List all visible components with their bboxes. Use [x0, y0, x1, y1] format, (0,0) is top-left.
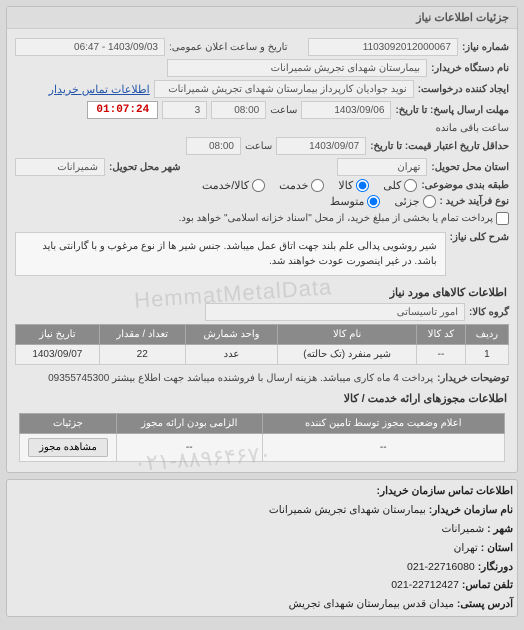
delivery-city-label: شهر محل تحویل: [109, 162, 181, 173]
buyer-org-label: نام دستگاه خریدار: [431, 63, 509, 74]
contact-city-label: شهر : [487, 523, 513, 535]
process-note-check[interactable]: پرداخت تمام یا بخشی از مبلغ خرید، از محل… [179, 212, 509, 225]
req-no-label: شماره نیاز: [462, 42, 509, 53]
items-table: ردیف کد کالا نام کالا واحد شمارش تعداد /… [15, 324, 509, 365]
th-0: ردیف [465, 325, 508, 345]
deadline-from-date: 1403/09/06 [301, 101, 391, 119]
contact-link[interactable]: اطلاعات تماس خریدار [49, 83, 150, 96]
pack-radio-group: کلی کالا خدمت کالا/خدمت [202, 179, 417, 192]
contact-tel: 22712427-021 [391, 579, 459, 591]
contact-city: شمیرانات [441, 523, 484, 535]
contact-title: اطلاعات تماس سازمان خریدار: [11, 482, 513, 501]
deadline-from-time: 08:00 [211, 101, 266, 119]
pack-opt-goods-service[interactable]: کالا/خدمت [202, 179, 265, 192]
need-details-header: جزئیات اطلاعات نیاز [7, 7, 517, 29]
lic-th-2: جزئیات [20, 414, 117, 434]
remaining-label: ساعت باقی مانده [436, 123, 509, 134]
th-3: واحد شمارش [185, 325, 277, 345]
deadline-to-label: حداقل تاریخ اعتبار قیمت: تا تاریخ: [370, 141, 509, 152]
buyer-notes-label: توضیحات خریدار: [437, 371, 509, 386]
table-row: 1 -- شیر منفرد (تک حالته) عدد 22 1403/09… [16, 345, 509, 365]
time-label-2: ساعت [245, 141, 272, 152]
lic-th-1: الزامی بودن ارائه مجوز [117, 414, 263, 434]
items-section-title: اطلاعات کالاهای مورد نیاز [17, 286, 507, 299]
announce-label: تاریخ و ساعت اعلان عمومی: [169, 42, 288, 53]
contact-province: تهران [454, 542, 478, 554]
need-details-panel: جزئیات اطلاعات نیاز شماره نیاز: 11030920… [6, 6, 518, 473]
item-group-label: گروه کالا: [469, 307, 509, 318]
pack-label: طبقه بندی موضوعی: [421, 180, 509, 191]
delivery-state-label: استان محل تحویل: [431, 162, 509, 173]
item-group-value: امور تاسیساتی [205, 303, 465, 321]
process-label: نوع فرآیند خرید : [440, 196, 509, 207]
req-no-value: 1103092012000067 [308, 38, 458, 56]
pack-opt-service[interactable]: خدمت [279, 179, 324, 192]
delivery-city: شمیرانات [15, 158, 105, 176]
page-container: جزئیات اطلاعات نیاز شماره نیاز: 11030920… [6, 6, 518, 617]
contact-tel-label: تلفن تماس: [462, 579, 513, 591]
license-section-title: اطلاعات مجوزهای ارائه خدمت / کالا [17, 392, 507, 405]
license-row: -- -- مشاهده مجوز [20, 434, 505, 462]
contact-addr: میدان قدس بیمارستان شهدای تجریش [289, 598, 454, 610]
th-4: تعداد / مقدار [99, 325, 185, 345]
lic-th-0: اعلام وضعیت مجوز توسط تامین کننده [262, 414, 505, 434]
process-radio-group: جزئی متوسط [330, 195, 436, 208]
pack-opt-all[interactable]: کلی [383, 179, 417, 192]
process-opt-low[interactable]: جزئی [394, 195, 435, 208]
announce-value: 1403/09/03 - 06:47 [15, 38, 165, 56]
license-table: اعلام وضعیت مجوز توسط تامین کننده الزامی… [19, 413, 505, 462]
delivery-state: تهران [337, 158, 427, 176]
creator-label: ایجاد کننده درخواست: [418, 84, 509, 95]
deadline-to-date: 1403/09/07 [276, 137, 366, 155]
deadline-from-label: مهلت ارسال پاسخ: تا تاریخ: [395, 105, 509, 116]
th-1: کد کالا [417, 325, 466, 345]
contact-fax: 22716080-021 [407, 561, 475, 573]
th-5: تاریخ نیاز [16, 325, 100, 345]
contact-org: بیمارستان شهدای تجریش شمیرانات [269, 504, 426, 516]
gen-desc-label: شرح کلی نیاز: [450, 228, 509, 243]
process-opt-mid[interactable]: متوسط [330, 195, 381, 208]
time-label-1: ساعت [270, 105, 297, 116]
pack-opt-goods[interactable]: کالا [338, 179, 369, 192]
deadline-to-time: 08:00 [186, 137, 241, 155]
contact-addr-label: آدرس پستی: [457, 598, 513, 610]
queue-pos: 3 [162, 101, 207, 119]
contact-panel: اطلاعات تماس سازمان خریدار: نام سازمان خ… [6, 479, 518, 617]
view-license-button[interactable]: مشاهده مجوز [28, 438, 108, 457]
creator-value: نوید جوادیان کارپرداز بیمارستان شهدای تج… [154, 80, 414, 98]
contact-province-label: استان : [481, 542, 513, 554]
gen-desc-box: شیر روشویی پدالی علم بلند جهت اتاق عمل م… [15, 232, 446, 276]
buyer-notes-text: پرداخت 4 ماه کاری میباشد. هزینه ارسال با… [48, 371, 433, 386]
contact-fax-label: دورنگار: [478, 561, 513, 573]
th-2: نام کالا [278, 325, 417, 345]
buyer-org-value: بیمارستان شهدای تجریش شمیرانات [167, 59, 427, 77]
countdown-timer: 01:07:24 [87, 101, 158, 119]
contact-org-label: نام سازمان خریدار: [429, 504, 513, 516]
